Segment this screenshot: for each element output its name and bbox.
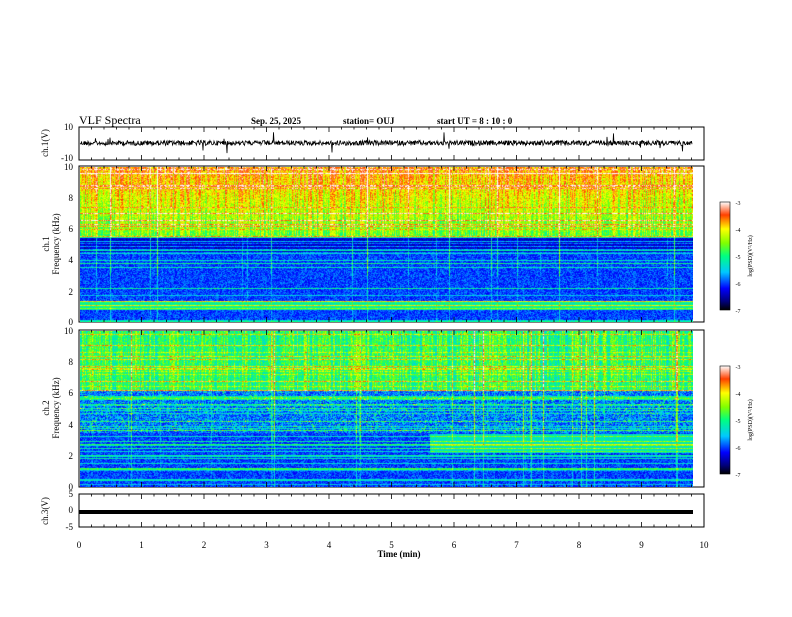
spectrogram-ch1-panel: 10 8 6 4 2 0 ch.1 Frequency (kHz) -3 -4 … [41, 162, 754, 327]
spectrogram-ch2-image [80, 331, 693, 487]
ch1-ytick-bottom: -10 [61, 153, 73, 163]
axis-ticks [78, 127, 705, 527]
waveform-ch3-panel: 5 0 -5 ch.3(V) [40, 489, 705, 532]
spec2-cbtick-m4: -4 [736, 392, 741, 398]
spec2-colorbar [719, 365, 731, 475]
waveform-ch1-panel: 10 -10 ch.1(V) [40, 122, 705, 163]
spec1-cbtick-m6: -6 [736, 282, 741, 288]
xtick-label-10: 10 [700, 540, 710, 550]
spec1-ytick-10: 10 [64, 162, 74, 172]
xtick-label-4: 4 [327, 540, 332, 550]
spec1-ytick-4: 4 [69, 255, 74, 265]
start-time-label: start UT = 8 : 10 : 0 [437, 116, 513, 126]
spec1-cbtick-m5: -5 [736, 255, 741, 261]
spec2-cbtick-m5: -5 [736, 419, 741, 425]
xtick-label-3: 3 [264, 540, 269, 550]
spec2-colorbar-label: log(PSD)(V²/Hz) [747, 399, 754, 440]
spec1-ylabel-channel: ch.1 [41, 236, 51, 251]
spec1-colorbar [719, 201, 731, 311]
spec1-cbtick-m7: -7 [736, 309, 741, 315]
x-axis: 0 1 2 3 4 5 6 7 8 9 10 Time (min) [77, 540, 709, 559]
xtick-label-0: 0 [77, 540, 82, 550]
xtick-label-5: 5 [389, 540, 394, 550]
xtick-label-2: 2 [202, 540, 207, 550]
spec2-ytick-10: 10 [64, 326, 74, 336]
station-label: station= OUJ [343, 116, 395, 126]
spec2-cbtick-m6: -6 [736, 446, 741, 452]
xtick-label-8: 8 [577, 540, 582, 550]
spec2-ylabel-channel: ch.2 [41, 400, 51, 415]
xtick-label-6: 6 [452, 540, 457, 550]
spec1-ytick-0: 0 [69, 317, 74, 327]
figure-title: VLF Spectra [79, 113, 141, 127]
spec1-colorbar-label: log(PSD)(V²/Hz) [747, 235, 754, 276]
spectrogram-ch1-image [80, 167, 693, 322]
spec2-ytick-6: 6 [69, 388, 74, 398]
ch3-ylabel: ch.3(V) [40, 497, 50, 525]
spec2-cbtick-m3: -3 [736, 365, 741, 371]
date-label: Sep. 25, 2025 [251, 116, 302, 126]
spec2-ytick-0: 0 [69, 482, 74, 492]
ch3-ytick-5: 5 [69, 489, 74, 499]
ch3-ytick-0: 0 [69, 505, 74, 515]
ch1-ytick-top: 10 [64, 122, 74, 132]
xtick-label-1: 1 [139, 540, 144, 550]
ch3-ytick-m5: -5 [66, 522, 74, 532]
spec1-cbtick-m4: -4 [736, 228, 741, 234]
ch1-ylabel: ch.1(V) [40, 129, 50, 157]
spec1-ylabel-frequency: Frequency (kHz) [51, 213, 61, 274]
xtick-label-9: 9 [639, 540, 644, 550]
spec2-ylabel-frequency: Frequency (kHz) [51, 377, 61, 438]
spec1-ytick-8: 8 [69, 193, 74, 203]
spec1-ytick-2: 2 [69, 287, 74, 297]
spectrogram-ch2-panel: 10 8 6 4 2 0 ch.2 Frequency (kHz) -3 -4 … [41, 326, 754, 492]
spec1-cbtick-m3: -3 [736, 201, 741, 207]
spec1-ytick-6: 6 [69, 224, 74, 234]
spec2-ytick-8: 8 [69, 357, 74, 367]
x-axis-label: Time (min) [377, 549, 420, 559]
xtick-label-7: 7 [514, 540, 519, 550]
waveform-ch1-trace [79, 132, 693, 154]
spec2-cbtick-m7: -7 [736, 473, 741, 479]
spec2-ytick-4: 4 [69, 420, 74, 430]
spec2-ytick-2: 2 [69, 451, 74, 461]
